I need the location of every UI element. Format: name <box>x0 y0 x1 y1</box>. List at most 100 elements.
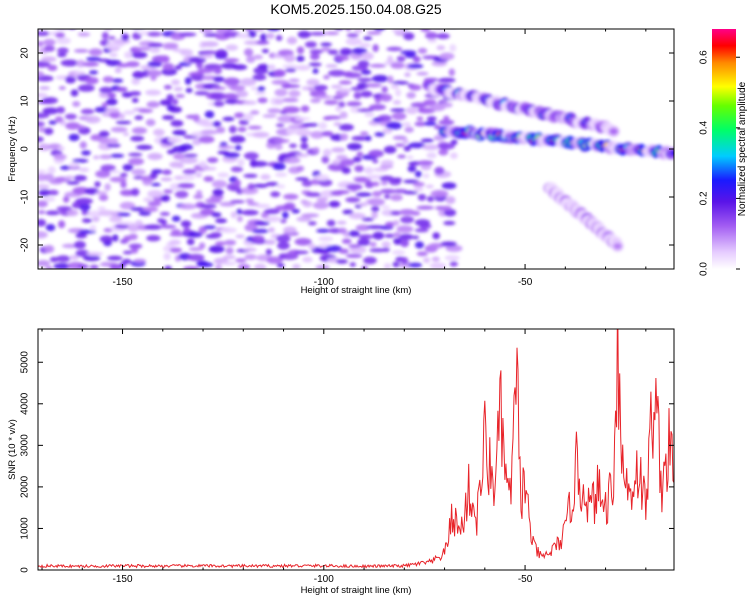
spectrogram-cell <box>318 236 334 242</box>
spectrogram-cell <box>131 168 146 176</box>
spectrogram-cell <box>38 189 51 197</box>
spectrogram-cell <box>264 216 282 223</box>
spectrogram-cell <box>367 198 386 206</box>
spectrogram-cell <box>338 87 352 93</box>
spectrogram-cell <box>147 200 162 207</box>
spectrogram-cell <box>133 258 147 264</box>
spectrogram-cell <box>420 29 431 33</box>
spectrogram-cell <box>272 162 286 171</box>
spectrogram-cell <box>99 235 113 243</box>
spectrogram-cell <box>216 126 226 134</box>
spectrogram-cell <box>43 173 55 182</box>
spectrogram-cell <box>110 153 125 158</box>
spectrogram-cell <box>119 172 128 178</box>
spectrogram-cell <box>188 57 206 64</box>
spectrogram-cell <box>241 186 259 195</box>
x-tick-label: -50 <box>518 277 533 288</box>
spectrogram-cell <box>403 145 411 152</box>
spectrogram-cell <box>95 191 108 195</box>
spectrogram-cell <box>58 86 66 90</box>
spectrogram-cell <box>419 224 432 229</box>
spectrogram-cell <box>266 256 284 264</box>
spectrogram-cell <box>349 262 356 267</box>
spectrogram-cell <box>73 175 87 182</box>
spectrogram-cell <box>412 235 420 240</box>
spectrogram-cell <box>357 238 371 246</box>
y-tick-label: 3000 <box>20 434 31 457</box>
spectrogram-cell <box>275 35 283 41</box>
x-tick-label: -150 <box>113 277 133 288</box>
spectrogram-cell <box>423 121 437 126</box>
spectrogram-cell <box>324 100 339 105</box>
spectrogram-cell <box>434 166 445 175</box>
spectrogram-cell <box>201 41 219 48</box>
spectrogram-cell <box>325 31 340 36</box>
spectrogram-cell <box>411 210 421 216</box>
spectrogram-cell <box>57 53 67 58</box>
spectrogram-cell <box>42 107 59 115</box>
spectrogram-cell <box>276 184 286 189</box>
spectrogram-cell <box>363 36 373 41</box>
spectrogram-cell <box>94 181 101 188</box>
spectrogram-cell <box>243 113 254 121</box>
y-tick-label: 1000 <box>20 517 31 540</box>
spectrogram-cell <box>162 115 175 120</box>
spectrogram-cell <box>368 104 386 111</box>
spectrogram-cell <box>81 218 93 224</box>
spectrogram-cell <box>149 47 161 54</box>
colorbar-gradient <box>712 29 736 269</box>
spectrogram-cell <box>438 148 449 156</box>
spectrogram-cell <box>364 24 374 29</box>
spectrogram-cell <box>79 141 88 149</box>
spectrogram-cell <box>274 144 283 150</box>
spectrogram-cell <box>364 112 375 118</box>
spectrogram-cell <box>315 264 330 269</box>
spectrogram-cell <box>294 250 309 255</box>
spectrogram-cell <box>75 232 88 239</box>
spectrogram-cell <box>228 125 237 134</box>
spectrogram-cell <box>396 225 414 233</box>
colorbar-tick-label: 0.2 <box>699 191 710 205</box>
spectrogram-cell <box>160 194 171 202</box>
spectrogram-cell <box>67 165 81 170</box>
spectrogram-cell <box>340 133 349 141</box>
spectrogram-cell <box>381 205 390 210</box>
spectrogram-cell <box>276 234 291 243</box>
spectrogram-cell <box>245 198 254 203</box>
spectrogram-cell <box>217 145 236 150</box>
spectrogram-cell <box>331 147 346 153</box>
spectrogram-cell <box>360 90 373 98</box>
spectrogram-cell <box>187 253 205 262</box>
spectrogram-cell <box>214 241 227 246</box>
spectrogram-cell <box>124 51 133 59</box>
spectrogram-cell <box>213 76 225 83</box>
colorbar-tick-label: 0.6 <box>699 50 710 64</box>
spectrogram-cell <box>339 111 348 119</box>
spectrogram-cell <box>145 119 156 127</box>
spectrogram-cell <box>118 113 125 120</box>
spectrogram-cell <box>57 146 65 151</box>
spectrogram-cell <box>313 84 328 91</box>
spectrogram-cell <box>72 101 81 107</box>
spectrogram-cell <box>363 256 377 265</box>
spectrogram-cell <box>392 100 402 105</box>
spectrogram-cell <box>318 122 328 130</box>
spectrogram-cell <box>300 142 309 150</box>
spectrogram-cell <box>338 227 347 234</box>
spectrogram-cell <box>335 55 350 61</box>
spectrogram-cell <box>186 238 195 246</box>
spectrogram-cell <box>276 263 285 268</box>
spectrogram-cell <box>312 68 319 74</box>
spectrogram-cell <box>318 179 333 187</box>
snr-panel: -150 -100 -50 0 1000 2000 3000 4000 5000 Height o… <box>7 328 675 596</box>
spectrogram-cell <box>109 111 122 119</box>
y-tick-label: 0 <box>20 146 31 152</box>
spectrogram-cell <box>169 232 185 237</box>
spectrogram-cell <box>250 86 258 91</box>
spectrogram-cell <box>212 188 224 197</box>
spectrogram-cell <box>243 247 257 252</box>
spectrogram-cell <box>97 206 106 211</box>
spectrogram-cell <box>197 262 214 268</box>
spectrogram-cell <box>101 31 109 40</box>
spectrogram-cell <box>97 137 112 144</box>
